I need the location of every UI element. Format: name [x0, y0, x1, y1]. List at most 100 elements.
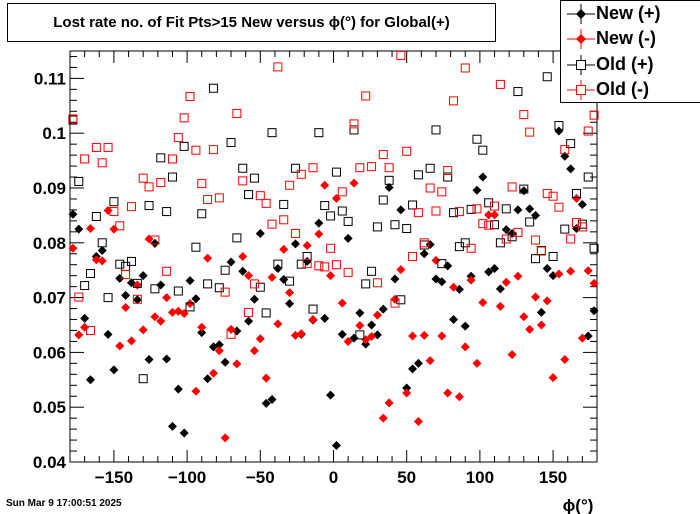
data-point — [97, 245, 107, 255]
x-tick-label: 150 — [539, 468, 567, 487]
data-point — [167, 421, 177, 431]
data-point — [542, 264, 552, 274]
legend-item-new-plus: New (+) — [561, 1, 700, 26]
data-point — [554, 126, 564, 136]
legend-item-old-minus: Old (-) — [561, 77, 700, 102]
y-tick-label: 0.11 — [34, 69, 66, 88]
data-point — [367, 320, 377, 330]
data-point — [314, 218, 324, 228]
data-point — [460, 238, 470, 248]
data-point — [402, 383, 412, 393]
data-point — [308, 163, 318, 173]
data-point — [220, 265, 230, 275]
data-point — [302, 252, 312, 261]
data-point — [320, 313, 330, 323]
data-point — [179, 113, 189, 123]
data-point — [560, 355, 570, 365]
data-point — [85, 375, 95, 385]
data-point — [261, 198, 271, 208]
data-point — [261, 398, 271, 408]
data-point — [343, 267, 353, 277]
data-point — [162, 293, 172, 303]
data-point — [109, 197, 119, 207]
data-point — [126, 336, 136, 346]
data-point — [507, 350, 517, 360]
data-point — [589, 110, 599, 120]
data-point — [74, 224, 84, 234]
x-tick-label: −50 — [246, 468, 275, 487]
data-point — [396, 295, 406, 305]
data-point — [460, 342, 470, 352]
data-point — [80, 322, 90, 332]
data-point — [431, 255, 441, 265]
data-point — [554, 269, 564, 279]
data-point — [203, 374, 213, 384]
data-point — [472, 358, 482, 368]
data-point — [255, 228, 265, 238]
data-point — [80, 313, 90, 323]
data-point — [490, 264, 500, 274]
legend-item-new-minus: New (-) — [561, 26, 700, 51]
data-point — [437, 259, 447, 269]
data-point — [361, 279, 371, 289]
black-filled-diamond-icon — [567, 4, 595, 24]
data-point — [449, 315, 459, 325]
y-tick-label: 0.06 — [33, 343, 66, 362]
data-point — [302, 256, 312, 266]
data-point — [443, 165, 453, 175]
data-point — [378, 304, 388, 314]
data-point — [244, 307, 254, 317]
data-point — [589, 278, 599, 288]
x-tick-label: −150 — [95, 468, 133, 487]
data-point — [255, 334, 265, 344]
data-point — [343, 216, 353, 226]
data-point — [290, 228, 300, 238]
data-point — [285, 299, 295, 309]
data-point — [173, 384, 183, 394]
data-point — [331, 441, 341, 451]
data-point — [167, 172, 177, 182]
data-point — [443, 261, 453, 271]
data-point — [249, 294, 259, 304]
data-point — [85, 325, 95, 335]
y-tick-label: 0.1 — [42, 124, 66, 143]
data-point — [408, 200, 418, 210]
data-point — [548, 373, 558, 383]
data-point — [525, 217, 535, 227]
data-point — [390, 220, 400, 230]
data-point — [203, 253, 213, 263]
data-point — [197, 179, 207, 189]
data-point — [554, 121, 564, 131]
data-point — [337, 298, 347, 308]
data-point — [472, 204, 482, 214]
chart-title-box: Lost rate no. of Fit Pts>15 New versus ϕ… — [7, 3, 496, 42]
legend-label: New (-) — [596, 28, 656, 48]
data-point — [583, 172, 593, 182]
data-point — [437, 277, 447, 287]
data-point — [484, 210, 494, 220]
data-point — [536, 246, 546, 256]
data-point — [490, 210, 500, 220]
data-point — [238, 252, 248, 261]
data-point — [138, 173, 148, 183]
data-point — [232, 359, 242, 369]
black-open-square-icon — [567, 55, 595, 75]
data-point — [536, 307, 546, 317]
data-point — [326, 211, 336, 221]
data-point — [121, 261, 131, 271]
data-point — [519, 312, 529, 322]
axes: −150 −100 −50 0 50 100 150 0.04 0.05 0.06 0.07 0.08… — [33, 51, 597, 487]
data-point — [402, 388, 412, 398]
data-point — [74, 292, 84, 302]
data-point — [314, 128, 324, 138]
data-point — [372, 222, 382, 232]
data-point — [238, 163, 248, 173]
data-point — [478, 172, 488, 182]
data-point — [162, 266, 172, 276]
data-point — [179, 428, 189, 438]
data-point — [68, 114, 78, 124]
data-point — [384, 182, 394, 192]
data-point — [208, 368, 218, 378]
data-point — [525, 324, 535, 334]
data-point — [419, 238, 429, 248]
